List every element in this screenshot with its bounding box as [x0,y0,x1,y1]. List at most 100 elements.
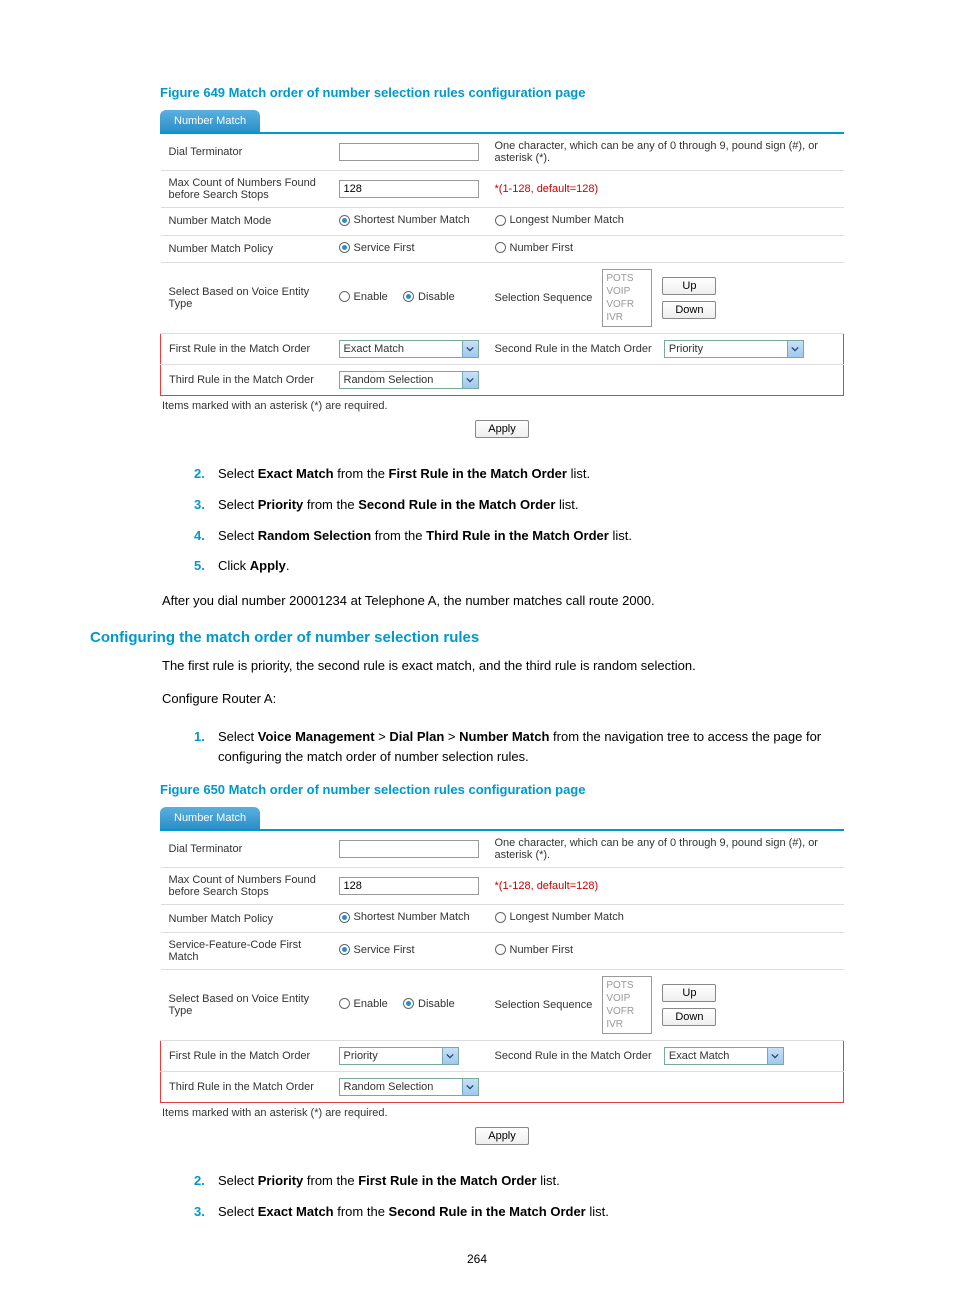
chevron-down-icon [462,372,478,388]
radio-enable[interactable]: Enable [339,291,388,303]
third-rule-value: Random Selection [340,374,438,386]
figure-649-title: Figure 649 Match order of number selecti… [160,85,864,100]
list-item: IVR [606,1018,648,1031]
required-note: Items marked with an asterisk (*) are re… [162,1107,844,1119]
step-number: 4. [194,526,218,547]
second-rule-value: Exact Match [665,1050,734,1062]
section-body-1: The first rule is priority, the second r… [162,656,864,676]
voice-entity-label: Select Based on Voice Entity Type [161,969,331,1040]
required-note: Items marked with an asterisk (*) are re… [162,400,844,412]
page-number: 264 [90,1252,864,1266]
radio-disable[interactable]: Disable [403,998,455,1010]
step-number: 2. [194,1171,218,1192]
list-item: VOFR [606,298,648,311]
radio-shortest-label: Shortest Number Match [354,911,470,923]
third-rule-value: Random Selection [340,1081,438,1093]
radio-longest-label: Longest Number Match [510,214,624,226]
apply-button[interactable]: Apply [475,420,529,438]
radio-number-first[interactable]: Number First [495,944,574,956]
radio-number-first-label: Number First [510,944,574,956]
second-rule-select[interactable]: Exact Match [664,1047,784,1065]
up-button[interactable]: Up [662,277,716,295]
sequence-listbox[interactable]: POTS VOIP VOFR IVR [602,269,652,327]
second-rule-label: Second Rule in the Match Order [495,343,652,355]
radio-enable[interactable]: Enable [339,998,388,1010]
radio-longest-match[interactable]: Longest Number Match [495,214,624,226]
section-body-2: Configure Router A: [162,689,864,709]
step-text: Select Exact Match from the First Rule i… [218,464,864,485]
chevron-down-icon [462,341,478,357]
radio-service-first[interactable]: Service First [339,242,415,254]
first-rule-value: Exact Match [340,343,409,355]
tab-number-match[interactable]: Number Match [160,110,260,132]
instruction-list-1: 2.Select Exact Match from the First Rule… [194,464,864,577]
radio-service-first[interactable]: Service First [339,944,415,956]
step-number: 2. [194,464,218,485]
first-rule-select[interactable]: Priority [339,1047,459,1065]
config-panel-649: Number Match Dial Terminator One charact… [160,110,844,446]
max-count-hint: *(1-128, default=128) [487,868,844,905]
dial-terminator-input[interactable] [339,143,479,161]
dial-terminator-label: Dial Terminator [161,831,331,868]
step-text: Select Exact Match from the Second Rule … [218,1202,864,1223]
step-number: 3. [194,495,218,516]
radio-longest-match[interactable]: Longest Number Match [495,911,624,923]
radio-shortest-match[interactable]: Shortest Number Match [339,911,470,923]
second-rule-value: Priority [665,343,707,355]
step-number: 3. [194,1202,218,1223]
voice-entity-label: Select Based on Voice Entity Type [161,263,331,334]
sequence-listbox[interactable]: POTS VOIP VOFR IVR [602,976,652,1034]
radio-enable-label: Enable [354,291,388,303]
list-item: POTS [606,272,648,285]
chevron-down-icon [767,1048,783,1064]
step-number: 5. [194,556,218,577]
second-rule-select[interactable]: Priority [664,340,804,358]
third-rule-label: Third Rule in the Match Order [161,1071,331,1102]
down-button[interactable]: Down [662,301,716,319]
list-item: VOFR [606,1005,648,1018]
first-rule-value: Priority [340,1050,382,1062]
radio-disable-label: Disable [418,998,455,1010]
down-button[interactable]: Down [662,1008,716,1026]
figure-650-title: Figure 650 Match order of number selecti… [160,782,864,797]
dial-terminator-input[interactable] [339,840,479,858]
tab-number-match[interactable]: Number Match [160,807,260,829]
section-heading: Configuring the match order of number se… [90,629,864,646]
radio-disable[interactable]: Disable [403,291,455,303]
form-table-650: Dial Terminator One character, which can… [160,831,844,1103]
max-count-input[interactable] [339,180,479,198]
list-item: VOIP [606,285,648,298]
selection-sequence-label: Selection Sequence [495,999,593,1011]
third-rule-select[interactable]: Random Selection [339,1078,479,1096]
list-item: IVR [606,311,648,324]
radio-shortest-match[interactable]: Shortest Number Match [339,214,470,226]
chevron-down-icon [442,1048,458,1064]
step-text: Select Priority from the Second Rule in … [218,495,864,516]
apply-button[interactable]: Apply [475,1127,529,1145]
up-button[interactable]: Up [662,984,716,1002]
step-text: Select Priority from the First Rule in t… [218,1171,864,1192]
match-policy-label: Number Match Policy [161,235,331,263]
chevron-down-icon [462,1079,478,1095]
instruction-nav-list: 1.Select Voice Management > Dial Plan > … [194,727,864,769]
third-rule-select[interactable]: Random Selection [339,371,479,389]
max-count-input[interactable] [339,877,479,895]
radio-service-first-label: Service First [354,944,415,956]
dial-terminator-label: Dial Terminator [161,134,331,171]
chevron-down-icon [787,341,803,357]
first-rule-label: First Rule in the Match Order [161,334,331,365]
max-count-label: Max Count of Numbers Found before Search… [161,171,331,208]
tab-container: Number Match [160,807,844,831]
radio-service-first-label: Service First [354,242,415,254]
selection-sequence-label: Selection Sequence [495,292,593,304]
max-count-label: Max Count of Numbers Found before Search… [161,868,331,905]
radio-longest-label: Longest Number Match [510,911,624,923]
third-rule-label: Third Rule in the Match Order [161,365,331,396]
step-text: Click Apply. [218,556,864,577]
first-rule-select[interactable]: Exact Match [339,340,479,358]
step-number: 1. [194,727,218,769]
step-text: Select Random Selection from the Third R… [218,526,864,547]
radio-number-first[interactable]: Number First [495,242,574,254]
step-text: Select Voice Management > Dial Plan > Nu… [218,727,864,769]
list-item: POTS [606,979,648,992]
